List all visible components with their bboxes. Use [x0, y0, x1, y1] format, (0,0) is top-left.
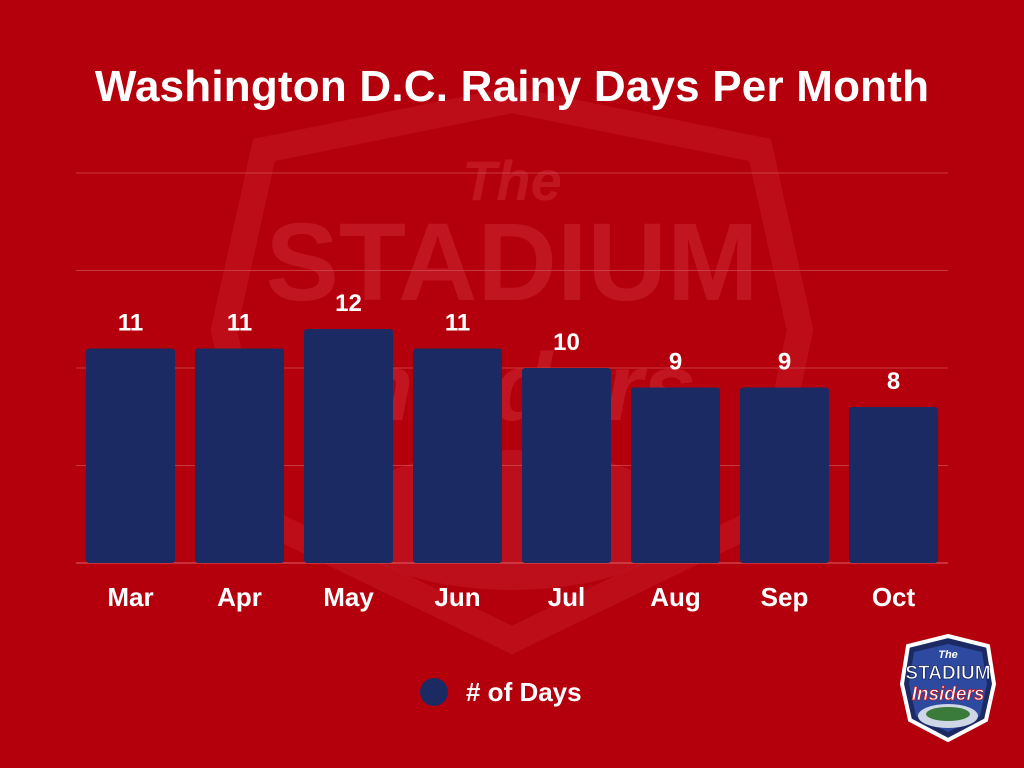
legend: # of Days — [420, 674, 582, 710]
data-label-jun: 11 — [445, 310, 470, 337]
x-tick-label-oct: Oct — [872, 582, 916, 612]
data-label-may: 12 — [335, 290, 362, 317]
x-tick-label-aug: Aug — [650, 582, 701, 612]
x-tick-label-mar: Mar — [107, 582, 153, 612]
data-label-sep: 9 — [778, 349, 791, 376]
bar-jul — [522, 368, 611, 563]
data-label-oct: 8 — [887, 368, 900, 395]
legend-label: # of Days — [466, 676, 582, 707]
data-label-mar: 11 — [118, 310, 143, 337]
data-label-aug: 9 — [669, 349, 682, 376]
legend-swatch — [420, 678, 448, 706]
stadium-insiders-logo: The STADIUM Insiders — [899, 633, 997, 743]
watermark-word-top: The — [462, 149, 562, 212]
bar-jun — [413, 348, 502, 563]
bar-oct — [849, 407, 938, 563]
x-tick-label-jun: Jun — [434, 582, 480, 612]
x-tick-label-jul: Jul — [548, 582, 586, 612]
x-tick-label-apr: Apr — [217, 582, 262, 612]
bar-aug — [631, 387, 720, 563]
logo-word-main: STADIUM — [905, 663, 990, 684]
logo-word-top: The — [938, 649, 958, 661]
x-tick-label-may: May — [323, 582, 374, 612]
bar-apr — [195, 348, 284, 563]
chart-title: Washington D.C. Rainy Days Per Month — [94, 62, 930, 111]
bar-may — [304, 329, 393, 563]
data-label-jul: 10 — [553, 329, 580, 356]
logo-word-script: Insiders — [912, 684, 985, 705]
data-label-apr: 11 — [227, 310, 252, 337]
x-tick-label-sep: Sep — [761, 582, 809, 612]
bar-sep — [740, 387, 829, 563]
bar-mar — [86, 348, 175, 563]
watermark-word-main: STADIUM — [266, 201, 759, 324]
